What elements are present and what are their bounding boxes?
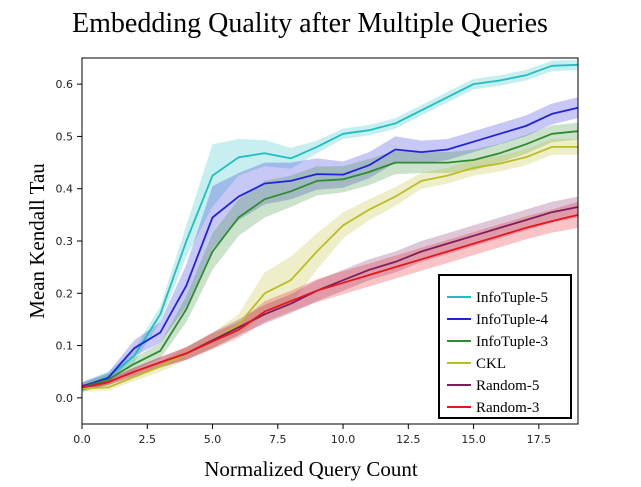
legend: InfoTuple-5 InfoTuple-4 InfoTuple-3 CKL Rand… <box>438 274 572 419</box>
y-tick-label: 0.2 <box>56 287 74 300</box>
x-tick-label: 10.0 <box>331 433 356 446</box>
legend-box <box>438 274 572 419</box>
legend-label-random-3: Random-3 <box>476 400 539 416</box>
y-tick-label: 0.4 <box>56 183 74 196</box>
x-axis-label: Normalized Query Count <box>204 457 418 481</box>
y-axis-ticks: 0.0 0.1 0.2 0.3 0.4 0.5 0.6 <box>56 78 82 405</box>
band-infotuple-4 <box>82 97 578 391</box>
x-axis-ticks: 0.0 2.5 5.0 7.5 10.0 12.5 15.0 17.5 <box>73 424 551 446</box>
series-line-random-3 <box>81 214 579 389</box>
y-tick-label: 0.6 <box>56 78 74 91</box>
x-tick-label: 2.5 <box>139 433 157 446</box>
series-line-infotuple-5 <box>81 63 579 389</box>
y-tick-label: 0.3 <box>56 235 74 248</box>
series-lines <box>81 63 579 390</box>
chart-title: Embedding Quality after Multiple Queries <box>72 8 548 39</box>
x-tick-label: 15.0 <box>461 433 486 446</box>
band-infotuple-5 <box>82 59 578 393</box>
y-axis-label: Mean Kendall Tau <box>25 163 49 319</box>
legend-label-infotuple-3: InfoTuple-3 <box>476 334 548 350</box>
x-tick-label: 12.5 <box>396 433 421 446</box>
series-line-infotuple-4 <box>81 106 579 388</box>
legend-label-random-5: Random-5 <box>476 378 539 394</box>
x-tick-label: 0.0 <box>73 433 91 446</box>
x-tick-label: 7.5 <box>269 433 287 446</box>
x-tick-label: 17.5 <box>527 433 552 446</box>
legend-label-ckl: CKL <box>476 356 506 372</box>
series-line-infotuple-3 <box>81 130 579 389</box>
y-tick-label: 0.1 <box>56 340 74 353</box>
series-line-ckl <box>81 145 578 390</box>
y-tick-label: 0.5 <box>56 130 74 143</box>
legend-label-infotuple-4: InfoTuple-4 <box>476 312 548 328</box>
band-random-5 <box>82 196 578 390</box>
x-tick-label: 5.0 <box>204 433 222 446</box>
y-tick-label: 0.0 <box>56 392 74 405</box>
legend-label-infotuple-5: InfoTuple-5 <box>476 290 548 306</box>
